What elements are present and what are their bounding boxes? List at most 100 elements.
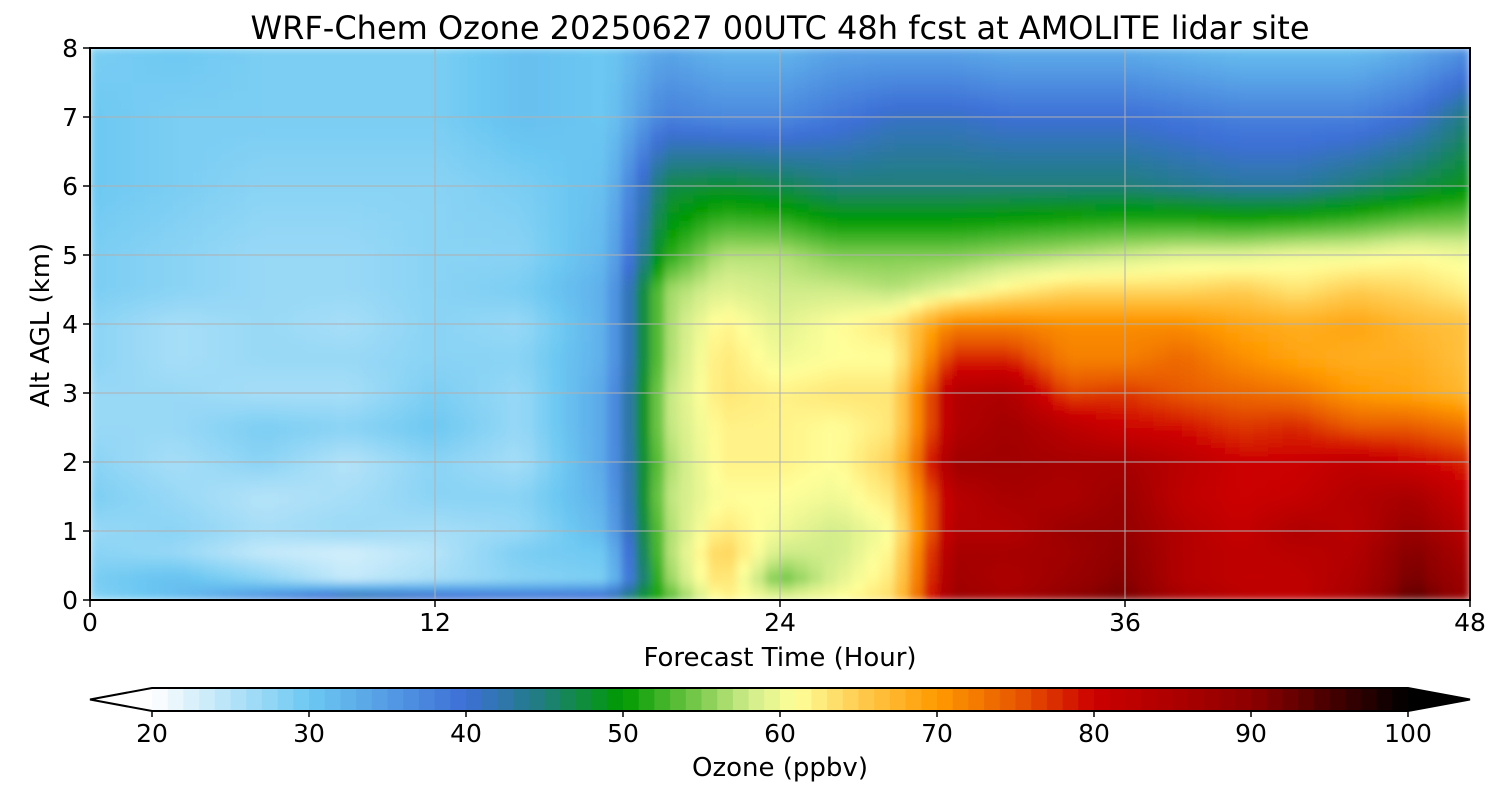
heatmap-cell bbox=[880, 573, 896, 584]
heatmap-cell bbox=[233, 556, 249, 567]
heatmap-cell bbox=[650, 332, 666, 342]
heatmap-cell bbox=[966, 427, 982, 437]
heatmap-cell bbox=[1052, 556, 1069, 567]
heatmap-cell bbox=[305, 366, 321, 377]
heatmap-cell bbox=[707, 90, 724, 101]
heatmap-cell bbox=[147, 409, 163, 420]
heatmap-cell bbox=[693, 151, 709, 161]
heatmap-cell bbox=[147, 176, 163, 187]
heatmap-cell bbox=[1095, 56, 1112, 66]
heatmap-cell bbox=[693, 547, 709, 558]
heatmap-cell bbox=[1067, 340, 1083, 351]
heatmap-cell bbox=[765, 358, 781, 368]
heatmap-cell bbox=[463, 349, 479, 360]
heatmap-cell bbox=[492, 185, 508, 196]
heatmap-cell bbox=[880, 125, 896, 135]
heatmap-cell bbox=[90, 461, 105, 472]
heatmap-cell bbox=[1081, 478, 1097, 489]
heatmap-cell bbox=[578, 349, 594, 360]
heatmap-cell bbox=[319, 590, 335, 600]
heatmap-cell bbox=[1081, 151, 1097, 161]
heatmap-cell bbox=[578, 530, 594, 541]
heatmap-cell bbox=[563, 504, 580, 515]
heatmap-cell bbox=[1124, 116, 1140, 127]
heatmap-cell bbox=[621, 245, 637, 256]
heatmap-cell bbox=[434, 340, 450, 351]
heatmap-cell bbox=[506, 194, 522, 204]
heatmap-cell bbox=[578, 340, 594, 351]
heatmap-cell bbox=[1153, 263, 1169, 273]
heatmap-cell bbox=[262, 358, 278, 368]
heatmap-cell bbox=[750, 271, 767, 282]
heatmap-cell bbox=[865, 73, 882, 84]
heatmap-cell bbox=[1196, 444, 1212, 454]
heatmap-cell bbox=[147, 539, 163, 549]
heatmap-cell bbox=[204, 90, 220, 101]
heatmap-cell bbox=[549, 151, 565, 161]
heatmap-cell bbox=[894, 383, 910, 394]
heatmap-cell bbox=[578, 366, 594, 377]
heatmap-cell bbox=[952, 340, 968, 351]
heatmap-cell bbox=[1153, 306, 1169, 316]
heatmap-cell bbox=[678, 159, 695, 170]
heatmap-cell bbox=[1009, 237, 1025, 247]
heatmap-cell bbox=[276, 263, 292, 273]
heatmap-cell bbox=[305, 280, 321, 291]
heatmap-cell bbox=[535, 573, 551, 584]
heatmap-cell bbox=[1167, 565, 1184, 575]
heatmap-cell bbox=[463, 99, 479, 109]
heatmap-cell bbox=[865, 366, 882, 377]
heatmap-cell bbox=[765, 271, 781, 282]
heatmap-cell bbox=[1023, 263, 1040, 273]
heatmap-cell bbox=[563, 142, 580, 153]
heatmap-cell bbox=[132, 409, 149, 420]
heatmap-cell bbox=[908, 349, 925, 360]
heatmap-cell bbox=[1009, 496, 1025, 506]
heatmap-cell bbox=[650, 383, 666, 394]
heatmap-cell bbox=[190, 504, 206, 515]
heatmap-cell bbox=[233, 409, 249, 420]
heatmap-cell bbox=[707, 504, 724, 515]
heatmap-cell bbox=[995, 539, 1011, 549]
heatmap-cell bbox=[707, 573, 724, 584]
heatmap-cell bbox=[118, 383, 134, 394]
heatmap-cell bbox=[1009, 349, 1025, 360]
heatmap-cell bbox=[434, 48, 450, 58]
heatmap-cell bbox=[837, 496, 853, 506]
heatmap-cell bbox=[736, 254, 752, 265]
heatmap-cell bbox=[822, 228, 839, 239]
heatmap-cell bbox=[592, 133, 609, 144]
heatmap-cell bbox=[722, 539, 738, 549]
heatmap-cell bbox=[966, 547, 982, 558]
heatmap-cell bbox=[362, 116, 379, 127]
heatmap-cell bbox=[477, 314, 494, 325]
heatmap-cell bbox=[923, 582, 939, 592]
heatmap-cell bbox=[319, 168, 335, 178]
heatmap-cell bbox=[880, 470, 896, 480]
heatmap-cell bbox=[434, 314, 450, 325]
heatmap-cell bbox=[1182, 176, 1198, 187]
heatmap-cell bbox=[535, 194, 551, 204]
heatmap-cell bbox=[161, 254, 177, 265]
heatmap-cell bbox=[765, 366, 781, 377]
heatmap-cell bbox=[894, 366, 910, 377]
heatmap-cell bbox=[161, 539, 177, 549]
heatmap-cell bbox=[1182, 323, 1198, 334]
heatmap-cell bbox=[118, 513, 134, 523]
heatmap-cell bbox=[736, 271, 752, 282]
heatmap-cell bbox=[506, 82, 522, 92]
heatmap-cell bbox=[1167, 194, 1184, 204]
heatmap-cell bbox=[391, 521, 407, 532]
heatmap-cell bbox=[837, 228, 853, 239]
heatmap-cell bbox=[463, 116, 479, 127]
heatmap-cell bbox=[448, 176, 465, 187]
heatmap-cell bbox=[1081, 358, 1097, 368]
heatmap-cell bbox=[218, 590, 235, 600]
heatmap-cell bbox=[1110, 435, 1126, 446]
heatmap-cell bbox=[736, 211, 752, 222]
heatmap-cell bbox=[247, 48, 264, 58]
heatmap-cell bbox=[477, 271, 494, 282]
heatmap-cell bbox=[377, 73, 393, 84]
heatmap-cell bbox=[463, 556, 479, 567]
heatmap-cell bbox=[837, 470, 853, 480]
